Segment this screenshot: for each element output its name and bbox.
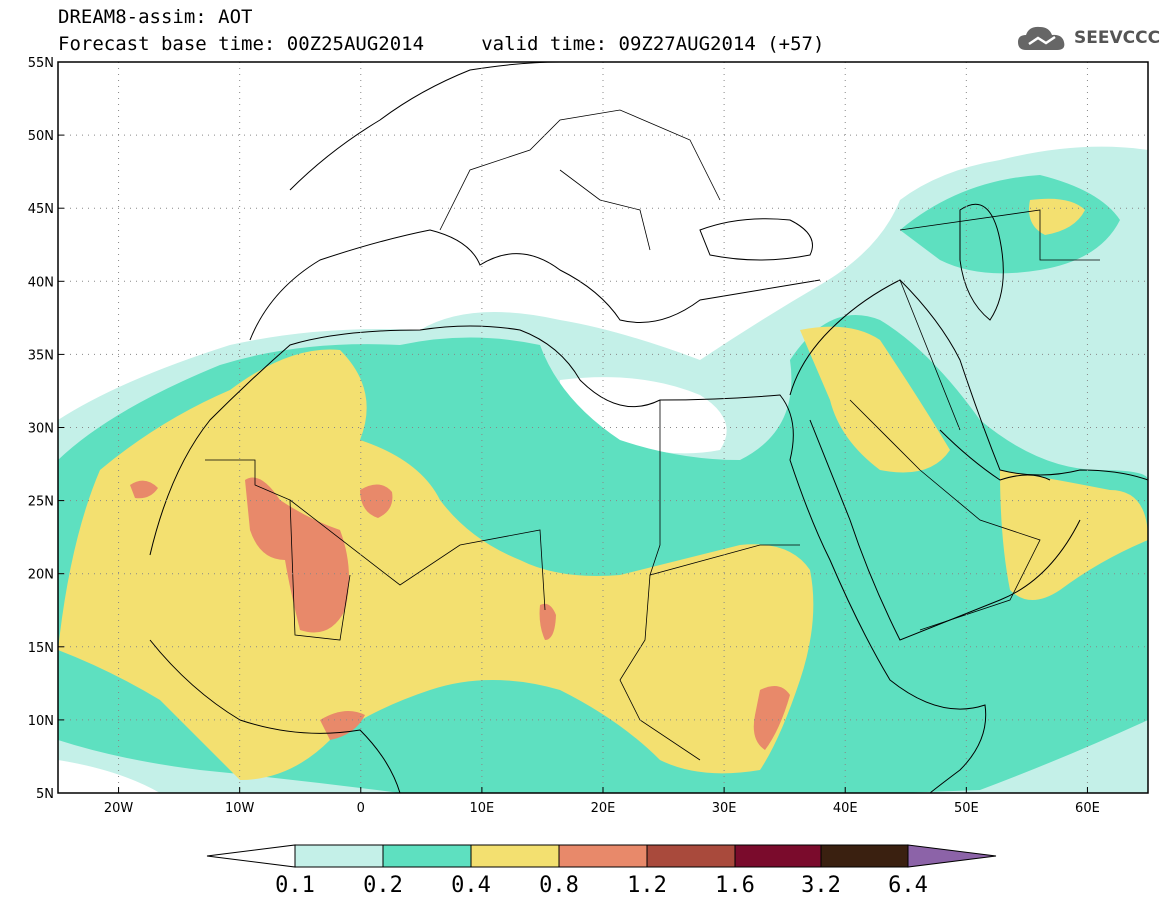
colorbar xyxy=(206,844,997,868)
aot-band-0.8 xyxy=(539,603,556,640)
colorbar-label: 0.1 xyxy=(275,873,315,898)
aot-band-0.8 xyxy=(360,484,393,518)
lat-tick-label: 50N xyxy=(28,129,54,144)
colorbar-bin-1 xyxy=(294,844,384,868)
border-europe-2 xyxy=(559,169,651,251)
arabian-coast xyxy=(789,279,1148,481)
colorbar-label: 0.8 xyxy=(539,873,579,898)
north-africa-coast xyxy=(149,325,987,793)
colorbar-label: 3.2 xyxy=(801,873,841,898)
lon-tick-label: 40E xyxy=(833,801,858,816)
europe-north-coast xyxy=(289,62,561,191)
lat-axis: 5N 10N 15N 20N 25N 30N 35N 40N 45N 50N 55N xyxy=(28,56,64,802)
cloud-icon xyxy=(1018,26,1065,50)
lon-tick-label: 20W xyxy=(104,801,134,816)
lat-tick-label: 5N xyxy=(36,787,54,802)
lon-tick-label: 60E xyxy=(1075,801,1100,816)
colorbar-under-triangle xyxy=(206,844,296,868)
aot-band-0.4 xyxy=(1000,470,1148,600)
seevccc-logo: SEEVCCC xyxy=(1016,22,1160,56)
colorbar-bin-4 xyxy=(558,844,648,868)
gulf-of-guinea-coast xyxy=(149,639,401,793)
europe-south-coast xyxy=(249,229,821,341)
lat-tick-label: 30N xyxy=(28,422,54,437)
lon-tick-label: 0 xyxy=(357,801,365,816)
colorbar-label: 1.2 xyxy=(627,873,667,898)
logo-text: SEEVCCC xyxy=(1074,28,1161,48)
border-algeria-mali xyxy=(289,499,546,611)
black-sea-coast xyxy=(699,218,813,261)
aot-band-0.8 xyxy=(130,480,158,499)
lat-tick-label: 15N xyxy=(28,641,54,656)
border-sudan-chad xyxy=(619,574,701,761)
lon-axis: 20W 10W 0 10E 20E 30E 40E 50E 60E xyxy=(104,787,1100,816)
lat-tick-label: 55N xyxy=(28,56,54,71)
lon-tick-label: 10W xyxy=(225,801,255,816)
aot-band-0.4 xyxy=(800,326,950,473)
forecast-time-subtitle: Forecast base time: 00Z25AUG2014 valid t… xyxy=(58,33,825,55)
country-borders xyxy=(205,109,1100,761)
colorbar-bin-2 xyxy=(382,844,472,868)
red-sea-east-coast xyxy=(809,419,1081,641)
colorbar-labels: 0.1 0.2 0.4 0.8 1.2 1.6 3.2 6.4 xyxy=(275,873,928,898)
colorbar-label: 6.4 xyxy=(888,873,928,898)
caspian-coast xyxy=(959,203,1004,321)
colorbar-bin-3 xyxy=(470,844,560,868)
border-kazakh xyxy=(899,209,1100,261)
colorbar-bin-7 xyxy=(820,844,909,868)
lat-tick-label: 10N xyxy=(28,714,54,729)
lat-tick-label: 45N xyxy=(28,202,54,217)
lon-tick-label: 50E xyxy=(954,801,979,816)
map-title: DREAM8-assim: AOT xyxy=(58,6,253,28)
colorbar-label: 0.2 xyxy=(363,873,403,898)
colorbar-bin-5 xyxy=(646,844,736,868)
lat-tick-label: 25N xyxy=(28,495,54,510)
aot-band-0.8 xyxy=(753,686,790,750)
aot-band-0.2 xyxy=(900,175,1120,274)
aot-contours xyxy=(58,146,1148,793)
border-europe-1 xyxy=(439,109,721,231)
lat-tick-label: 20N xyxy=(28,568,54,583)
colorbar-label: 1.6 xyxy=(715,873,755,898)
lat-tick-label: 40N xyxy=(28,275,54,290)
lon-tick-label: 20E xyxy=(591,801,616,816)
colorbar-over-triangle xyxy=(907,844,997,868)
coastlines xyxy=(149,62,1148,793)
lon-tick-label: 10E xyxy=(470,801,495,816)
lat-tick-label: 35N xyxy=(28,348,54,363)
colorbar-label: 0.4 xyxy=(451,873,491,898)
colorbar-bin-6 xyxy=(734,844,822,868)
border-saudi xyxy=(849,399,1041,631)
persian-gulf-coast xyxy=(939,429,1051,481)
lon-tick-label: 30E xyxy=(712,801,737,816)
border-iran-iraq xyxy=(899,279,961,431)
aot-band-0.8 xyxy=(245,477,349,633)
